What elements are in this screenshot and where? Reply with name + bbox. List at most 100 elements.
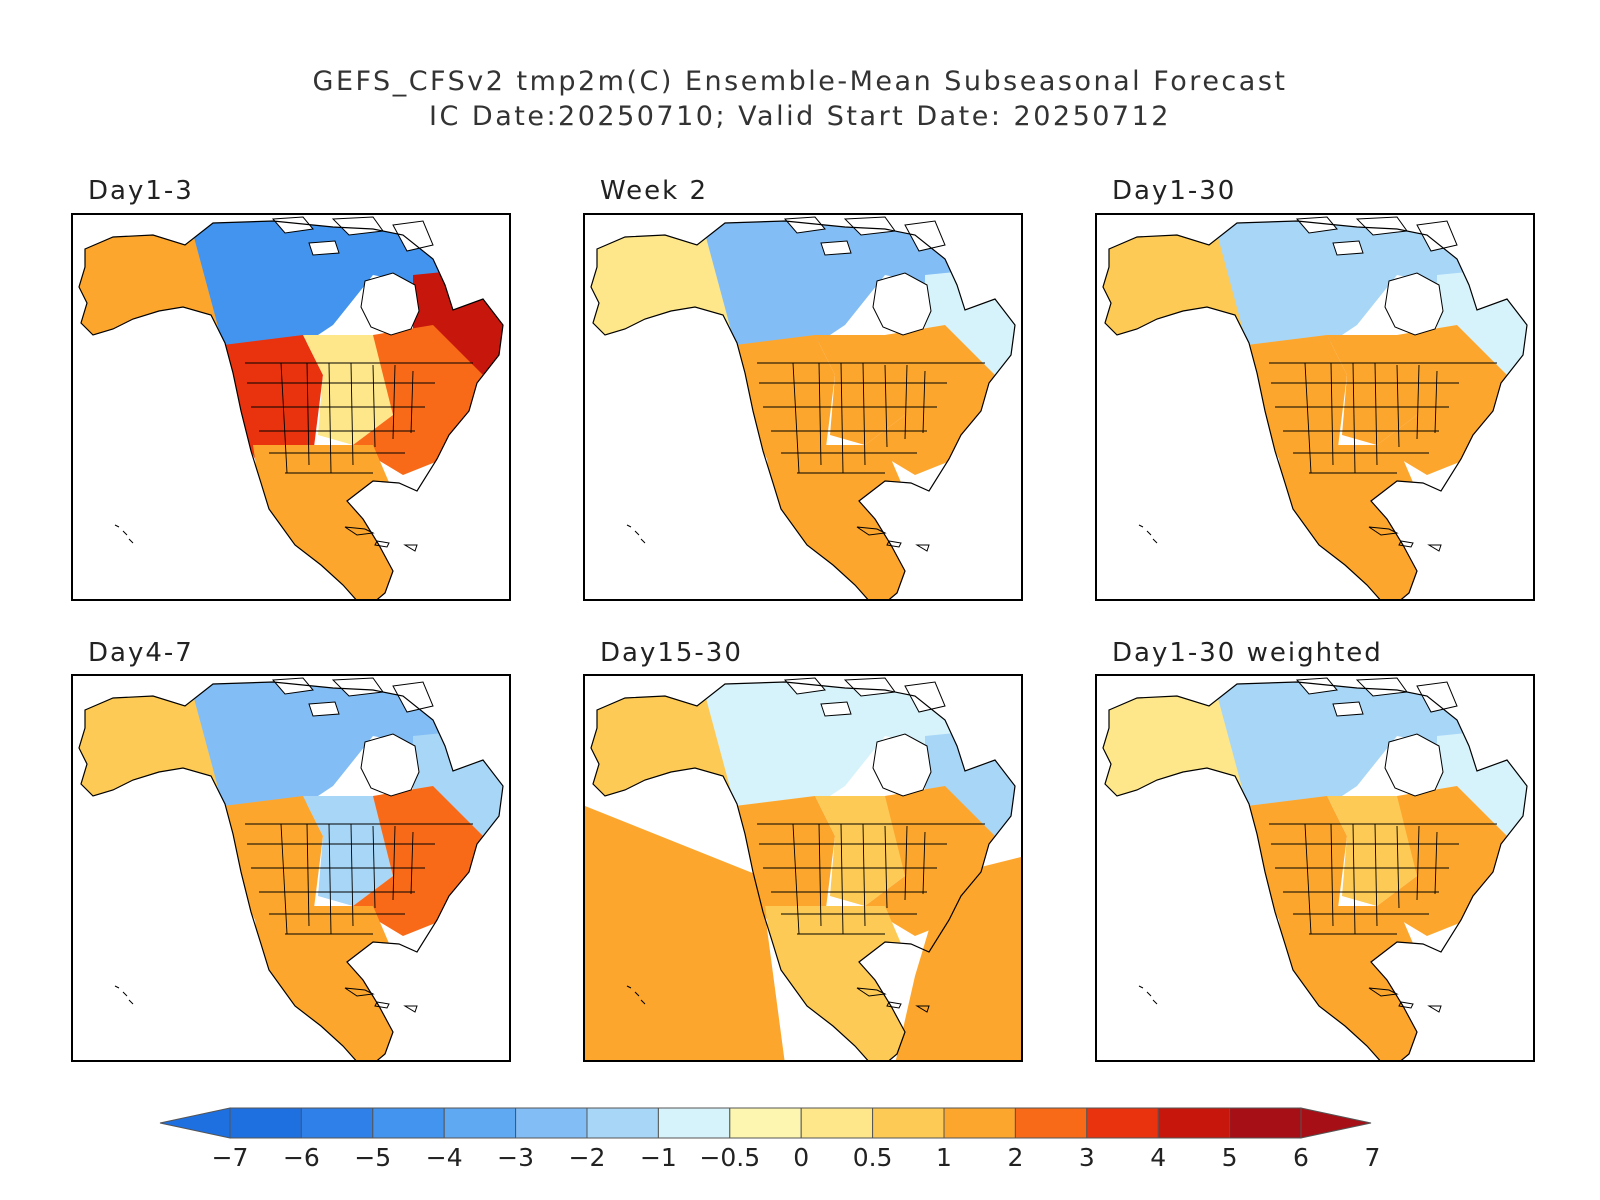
arctic-island [1332,240,1364,256]
state-border [1330,823,1334,927]
island-outline [1368,987,1399,997]
coastline [590,220,1016,599]
island-outline [403,544,418,552]
arctic-island [820,240,852,256]
colorbar-arrow-low [159,1107,231,1139]
colorbar-bin-7 [729,1107,802,1139]
map-panel-day15-30 [583,674,1023,1062]
anomaly-field-mx [1277,906,1427,1060]
hudson-bay [360,733,420,797]
state-border [1396,825,1400,909]
colorbar-bin-3 [443,1107,517,1139]
anomaly-field-cus [1327,796,1417,906]
colorbar-bin-1 [300,1107,374,1139]
colorbar-arrow-high [1300,1107,1372,1139]
colorbar-label: −1 [640,1143,677,1172]
arctic-island [1416,220,1458,252]
panel-title-day1-30: Day1-30 [1112,176,1237,206]
colorbar-bin-8 [800,1107,874,1139]
state-border [1352,362,1356,474]
arctic-island [783,677,826,695]
map-0 [78,216,504,599]
colorbar-label: 0.5 [853,1143,893,1172]
state-border [350,823,354,927]
panel-title-day1-30-weighted: Day1-30 weighted [1112,638,1383,668]
colorbar-bin-10 [943,1107,1016,1139]
map-3 [78,677,504,1060]
state-border [1416,364,1420,440]
anomaly-field-mx [765,445,915,599]
island-outline [856,526,887,536]
island-outline [626,985,646,1005]
state-border [862,362,866,466]
island-outline [915,544,930,552]
island-outline [1368,526,1399,536]
anomaly-field-cus [303,796,393,906]
anomaly-field-cus [815,796,905,906]
state-border [922,370,926,434]
colorbar-label: 2 [1007,1143,1023,1172]
state-border [1330,362,1334,466]
anomaly-field-mx [253,906,403,1060]
island-outline [915,1005,930,1013]
colorbar-label: −6 [283,1143,320,1172]
state-border [792,823,800,935]
anomaly-field-mx [253,445,403,599]
anomaly-field-cus [1327,335,1417,445]
state-border [306,823,310,927]
arctic-island [783,216,826,234]
state-border [410,831,414,895]
map-panel-week2 [583,213,1023,601]
colorbar-bin-4 [515,1107,588,1139]
colorbar-label: −3 [497,1143,534,1172]
map-panel-day1-30 [1095,213,1535,601]
colorbar-label: −0.5 [699,1143,760,1172]
colorbar-bin-5 [586,1107,659,1139]
state-border [372,364,376,448]
map-1 [590,216,1016,599]
anomaly-field-cus [303,335,393,445]
arctic-island [392,681,434,713]
state-border [410,370,414,434]
state-border [392,364,396,440]
anomaly-field-mx [765,906,915,1060]
arctic-island [1332,701,1364,717]
arctic-island [271,216,314,234]
state-border [840,823,844,935]
island-outline [1138,524,1158,544]
state-border [328,362,332,474]
island-outline [403,1005,418,1013]
arctic-island [308,701,340,717]
state-border [840,362,844,474]
colorbar-bin-6 [657,1107,731,1139]
colorbar-label: 6 [1293,1143,1309,1172]
colorbar-label: −5 [354,1143,391,1172]
hudson-bay [1384,733,1444,797]
state-border [350,362,354,466]
island-outline [114,524,134,544]
state-border [904,825,908,901]
arctic-island [271,677,314,695]
state-border [1304,823,1312,935]
colorbar-bin-13 [1157,1107,1231,1139]
hudson-bay [872,733,932,797]
state-border [306,362,310,466]
state-border [818,823,822,927]
figure-title: GEFS_CFSv2 tmp2m(C) Ensemble-Mean Subsea… [312,66,1288,97]
state-border [922,831,926,895]
panel-title-week2: Week 2 [600,176,709,206]
colorbar-label: −4 [426,1143,463,1172]
colorbar-label: −7 [212,1143,249,1172]
colorbar-bin-2 [372,1107,445,1139]
state-border [1434,370,1438,434]
map-panel-day1-3 [71,213,511,601]
state-border [392,825,396,901]
colorbar-bin-14 [1229,1107,1302,1139]
island-outline [1398,1001,1414,1009]
island-outline [1427,1005,1442,1013]
island-outline [374,1001,390,1009]
state-border [1434,831,1438,895]
island-outline [886,540,902,548]
hudson-bay [360,272,420,336]
arctic-island [904,220,946,252]
